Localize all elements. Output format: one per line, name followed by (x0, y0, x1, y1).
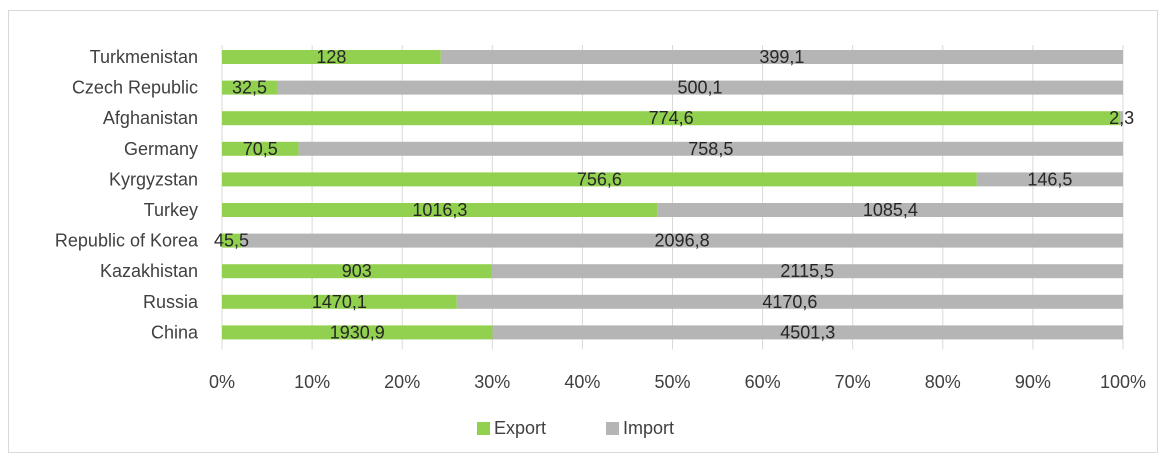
data-labels: 128 399,1 32,5 500,1 774,6 2,3 70,5 758,5 756,6 1… (214, 47, 1134, 342)
data-label-export: 32,5 (232, 78, 267, 98)
bar-export (222, 325, 493, 340)
bar-export (222, 111, 1121, 126)
x-tick-label: 20% (384, 372, 420, 392)
bar-import (657, 203, 1123, 217)
data-label-export: 128 (316, 47, 346, 67)
bar-import (298, 141, 1123, 156)
data-label-import: 4501,3 (780, 322, 835, 342)
x-tick-label: 50% (654, 372, 690, 392)
x-tick-label: 10% (294, 372, 330, 392)
x-tick-label: 30% (474, 372, 510, 392)
data-label-import: 399,1 (759, 47, 804, 67)
bar-export (222, 264, 492, 279)
category-label: China (151, 322, 199, 342)
data-label-import: 500,1 (677, 78, 722, 98)
category-axis: Turkmenistan Czech Republic Afghanistan Ger… (55, 47, 199, 342)
category-label: Afghanistan (103, 108, 198, 128)
category-label: Kazakhistan (100, 261, 198, 281)
category-label: Czech Republic (72, 78, 198, 98)
category-label: Turkey (144, 200, 198, 220)
data-label-import: 2,3 (1109, 108, 1134, 128)
data-label-import: 4170,6 (762, 292, 817, 312)
data-label-import: 1085,4 (863, 200, 918, 220)
legend-label-import: Import (623, 418, 674, 438)
bars (222, 50, 1124, 340)
data-label-export: 70,5 (243, 139, 278, 159)
data-label-export: 1470,1 (312, 292, 367, 312)
value-axis: 0% 10% 20% 30% 40% 50% 60% 70% 80% 90% 100% (209, 372, 1146, 392)
data-label-import: 758,5 (688, 139, 733, 159)
x-tick-label: 40% (564, 372, 600, 392)
data-label-export: 1016,3 (412, 200, 467, 220)
legend-swatch-import (606, 422, 619, 435)
data-label-export: 1930,9 (330, 322, 385, 342)
bar-import (1120, 111, 1123, 126)
bar-import (491, 264, 1124, 279)
data-label-export: 756,6 (577, 169, 622, 189)
bar-export (222, 141, 299, 156)
legend-label-export: Export (494, 418, 546, 438)
legend: Export Import (477, 418, 674, 438)
bar-import (456, 294, 1124, 309)
bar-export (222, 294, 457, 309)
category-label: Turkmenistan (90, 47, 198, 67)
data-label-import: 146,5 (1027, 169, 1072, 189)
x-tick-label: 70% (835, 372, 871, 392)
x-tick-label: 0% (209, 372, 235, 392)
bar-export (222, 172, 977, 187)
legend-swatch-export (477, 422, 490, 435)
category-label: Republic of Korea (55, 231, 199, 251)
bar-import (276, 80, 1123, 95)
bar-import (440, 50, 1123, 64)
bar-import (492, 325, 1123, 340)
data-label-import: 2115,5 (780, 261, 834, 281)
bar-export (222, 203, 658, 217)
category-label: Kyrgyzstan (109, 169, 198, 189)
bar-export (222, 233, 242, 248)
data-label-export: 903 (342, 261, 372, 281)
data-label-export: 774,6 (649, 108, 694, 128)
data-label-import: 2096,8 (655, 231, 710, 251)
x-tick-label: 90% (1015, 372, 1051, 392)
bar-export (222, 80, 277, 95)
data-label-export: 45,5 (214, 231, 249, 251)
category-label: Russia (143, 292, 199, 312)
bar-export (222, 50, 441, 64)
category-label: Germany (124, 139, 198, 159)
x-tick-label: 100% (1100, 372, 1146, 392)
x-tick-label: 60% (745, 372, 781, 392)
bar-import (976, 172, 1123, 187)
bar-import (241, 233, 1123, 248)
x-tick-label: 80% (925, 372, 961, 392)
